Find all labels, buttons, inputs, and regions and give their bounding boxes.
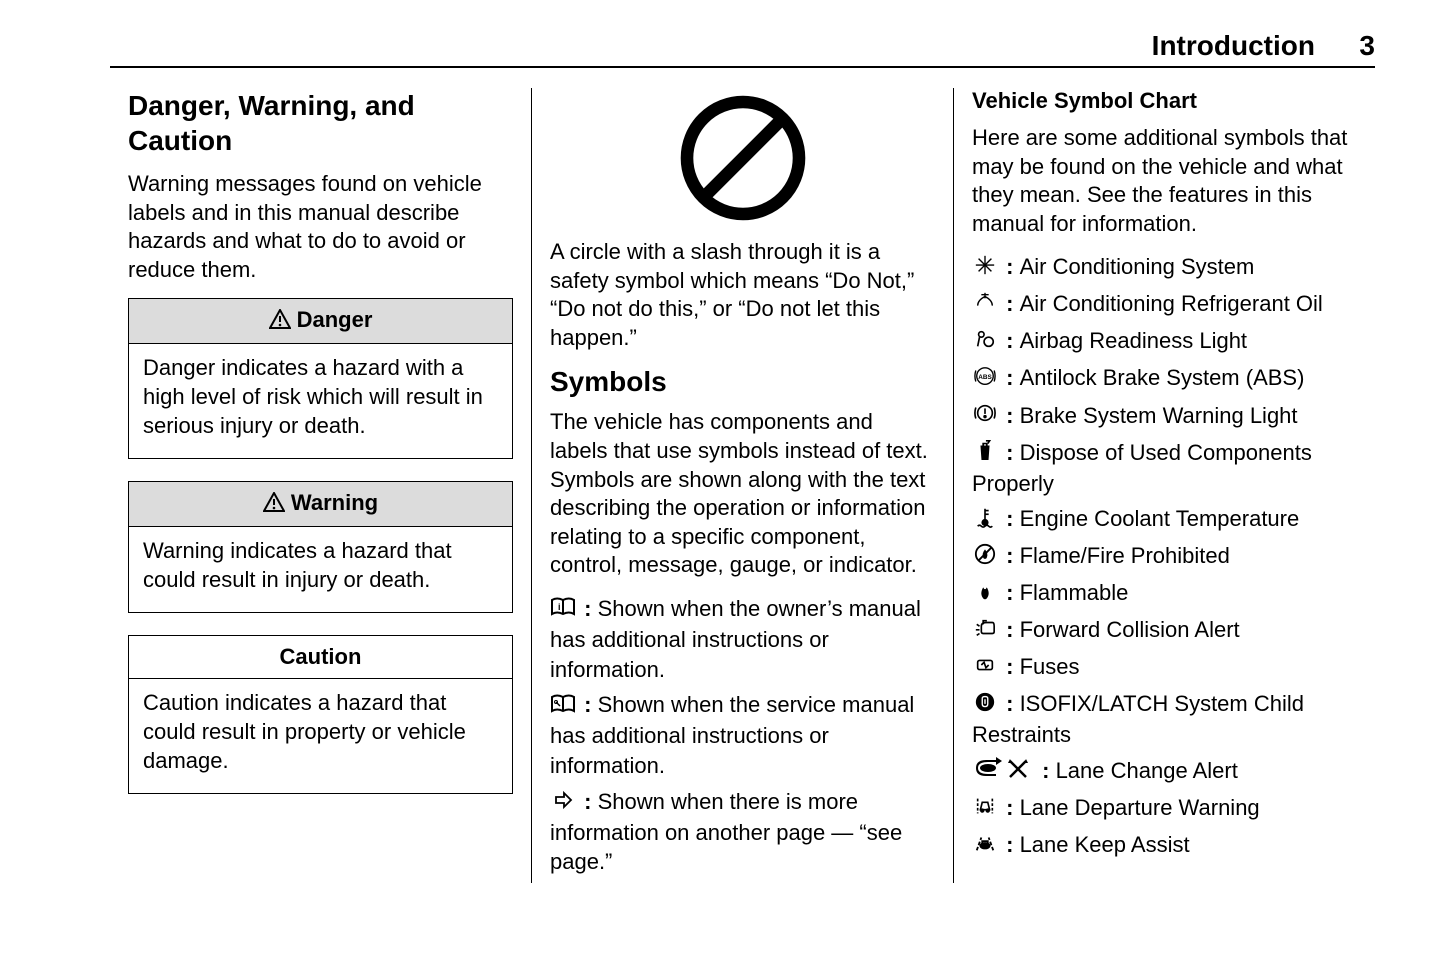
svg-text:i: i bbox=[558, 602, 561, 612]
book-wrench-icon bbox=[550, 692, 576, 722]
symbol-label: Air Conditioning System bbox=[1020, 254, 1255, 279]
fire-prohibit-icon bbox=[972, 543, 998, 573]
column-1: Danger, Warning, and Caution Warning mes… bbox=[110, 88, 531, 883]
fuse-icon bbox=[972, 654, 998, 684]
symbol-list: : Air Conditioning System : Air Conditio… bbox=[972, 252, 1357, 861]
airbag-icon bbox=[972, 328, 998, 358]
symbol-line: : Fuses bbox=[972, 652, 1357, 683]
warning-triangle-icon bbox=[269, 309, 291, 335]
symbol-label: Air Conditioning Refrigerant Oil bbox=[1020, 291, 1323, 316]
symbol-line: : Lane Change Alert bbox=[972, 756, 1357, 787]
column-2: A circle with a slash through it is a sa… bbox=[531, 88, 953, 883]
danger-warning-caution-heading: Danger, Warning, and Caution bbox=[128, 88, 513, 158]
ac-oil-icon bbox=[972, 291, 998, 321]
flame-icon bbox=[972, 580, 998, 610]
symbol-label: Brake System Warning Light bbox=[1020, 403, 1298, 428]
warning-text: Warning indicates a hazard that could re… bbox=[129, 527, 512, 612]
ldw-icon bbox=[972, 795, 998, 825]
symbol-line: : Air Conditioning Refrigerant Oil bbox=[972, 289, 1357, 320]
symbols-intro: The vehicle has components and labels th… bbox=[550, 408, 935, 580]
symbol-label: Lane Change Alert bbox=[1056, 758, 1238, 783]
manual-page: Introduction 3 Danger, Warning, and Caut… bbox=[0, 0, 1445, 913]
symbol-label: Lane Keep Assist bbox=[1020, 832, 1190, 857]
fca-icon bbox=[972, 617, 998, 647]
symbol-line: ABS : Antilock Brake System (ABS) bbox=[972, 363, 1357, 394]
symbol-label: Fuses bbox=[1020, 654, 1080, 679]
lane-change-icon bbox=[972, 757, 1034, 787]
symbol-label: Lane Departure Warning bbox=[1020, 795, 1260, 820]
prohibit-icon bbox=[673, 88, 813, 228]
symbol-line: : Flammable bbox=[972, 578, 1357, 609]
danger-text: Danger indicates a hazard with a high le… bbox=[129, 344, 512, 458]
warning-label: Warning bbox=[291, 490, 378, 515]
symbol-label: Airbag Readiness Light bbox=[1020, 328, 1247, 353]
header-page-number: 3 bbox=[1359, 30, 1375, 61]
symbol-line: : Engine Coolant Temperature bbox=[972, 504, 1357, 535]
symbol-label: Antilock Brake System (ABS) bbox=[1020, 365, 1305, 390]
abs-icon: ABS bbox=[972, 365, 998, 395]
dispose-icon bbox=[972, 439, 998, 469]
symbol-label: ISOFIX/LATCH System Child Restraints bbox=[972, 691, 1304, 747]
arrow-right-icon bbox=[550, 788, 576, 818]
danger-box: Danger Danger indicates a hazard with a … bbox=[128, 298, 513, 459]
caution-text: Caution indicates a hazard that could re… bbox=[129, 679, 512, 793]
isofix-icon bbox=[972, 691, 998, 721]
coolant-icon bbox=[972, 506, 998, 536]
snowflake-icon bbox=[972, 254, 998, 284]
owner-manual-text: Shown when the owner’s manual has additi… bbox=[550, 596, 921, 682]
caution-box: Caution Caution indicates a hazard that … bbox=[128, 635, 513, 794]
header-section: Introduction bbox=[1152, 30, 1315, 61]
three-column-layout: Danger, Warning, and Caution Warning mes… bbox=[110, 88, 1375, 883]
see-page-text: Shown when there is more information on … bbox=[550, 789, 902, 875]
symbol-label: Forward Collision Alert bbox=[1020, 617, 1240, 642]
symbol-line: : Flame/Fire Prohibited bbox=[972, 541, 1357, 572]
symbol-line: : Airbag Readiness Light bbox=[972, 326, 1357, 357]
book-icon: i bbox=[550, 595, 576, 625]
symbol-line: : Lane Keep Assist bbox=[972, 830, 1357, 861]
symbol-line: : Air Conditioning System bbox=[972, 252, 1357, 283]
symbol-line: : Forward Collision Alert bbox=[972, 615, 1357, 646]
symbols-heading: Symbols bbox=[550, 366, 935, 398]
vehicle-symbol-chart-title: Vehicle Symbol Chart bbox=[972, 88, 1357, 114]
symbol-label: Engine Coolant Temperature bbox=[1020, 506, 1300, 531]
danger-box-head: Danger bbox=[129, 299, 512, 344]
warning-box: Warning Warning indicates a hazard that … bbox=[128, 481, 513, 613]
danger-label: Danger bbox=[297, 307, 373, 332]
caution-box-head: Caution bbox=[129, 636, 512, 679]
symbol-label: Flammable bbox=[1020, 580, 1129, 605]
column-3: Vehicle Symbol Chart Here are some addit… bbox=[953, 88, 1375, 883]
warning-box-head: Warning bbox=[129, 482, 512, 527]
page-header: Introduction 3 bbox=[110, 30, 1375, 68]
see-page-line: : Shown when there is more information o… bbox=[550, 787, 935, 877]
lka-icon bbox=[972, 832, 998, 862]
symbol-line: : ISOFIX/LATCH System Child Restraints bbox=[972, 689, 1357, 750]
service-manual-line: : Shown when the service manual has addi… bbox=[550, 690, 935, 780]
brake-icon bbox=[972, 402, 998, 432]
chart-intro: Here are some additional symbols that ma… bbox=[972, 124, 1357, 238]
prohibit-text: A circle with a slash through it is a sa… bbox=[550, 238, 935, 352]
symbol-line: : Brake System Warning Light bbox=[972, 401, 1357, 432]
warning-triangle-icon bbox=[263, 492, 285, 518]
svg-text:ABS: ABS bbox=[978, 374, 992, 381]
service-manual-text: Shown when the service manual has additi… bbox=[550, 692, 914, 778]
caution-label: Caution bbox=[280, 644, 362, 669]
dwc-intro: Warning messages found on vehicle labels… bbox=[128, 170, 513, 284]
symbol-line: : Lane Departure Warning bbox=[972, 793, 1357, 824]
owner-manual-line: i : Shown when the owner’s manual has ad… bbox=[550, 594, 935, 684]
symbol-label: Flame/Fire Prohibited bbox=[1020, 543, 1230, 568]
symbol-label: Dispose of Used Components Properly bbox=[972, 440, 1312, 496]
symbol-line: : Dispose of Used Components Properly bbox=[972, 438, 1357, 499]
